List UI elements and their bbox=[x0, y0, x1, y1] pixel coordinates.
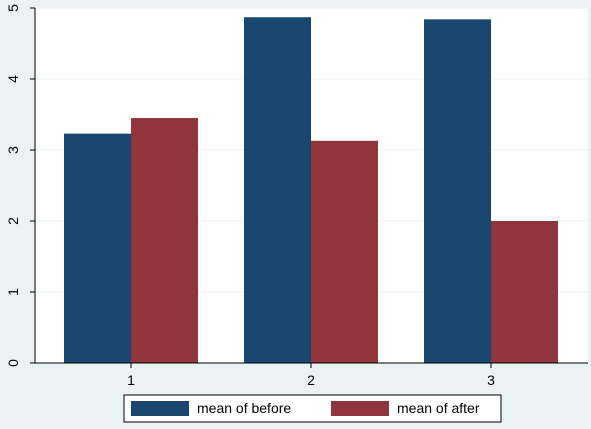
y-tick-label-2: 2 bbox=[5, 217, 21, 225]
legend-swatch-before bbox=[131, 401, 189, 416]
x-tick-label-1: 1 bbox=[127, 372, 135, 388]
y-tick-label-1: 1 bbox=[5, 288, 21, 296]
legend-label-after: mean of after bbox=[397, 400, 480, 416]
bar-after-2 bbox=[311, 140, 378, 363]
y-tick-label-0: 0 bbox=[5, 359, 21, 367]
y-tick-label-4: 4 bbox=[5, 75, 21, 83]
x-tick-label-3: 3 bbox=[487, 372, 495, 388]
bar-before-2 bbox=[244, 17, 311, 363]
bar-before-1 bbox=[64, 133, 131, 363]
y-tick-label-5: 5 bbox=[5, 4, 21, 12]
legend-swatch-after bbox=[331, 401, 389, 416]
bar-before-3 bbox=[424, 19, 491, 364]
legend-label-before: mean of before bbox=[197, 400, 291, 416]
bar-after-1 bbox=[131, 118, 198, 363]
x-tick-label-2: 2 bbox=[307, 372, 315, 388]
y-tick-label-3: 3 bbox=[5, 146, 21, 154]
bar-after-3 bbox=[491, 221, 558, 363]
